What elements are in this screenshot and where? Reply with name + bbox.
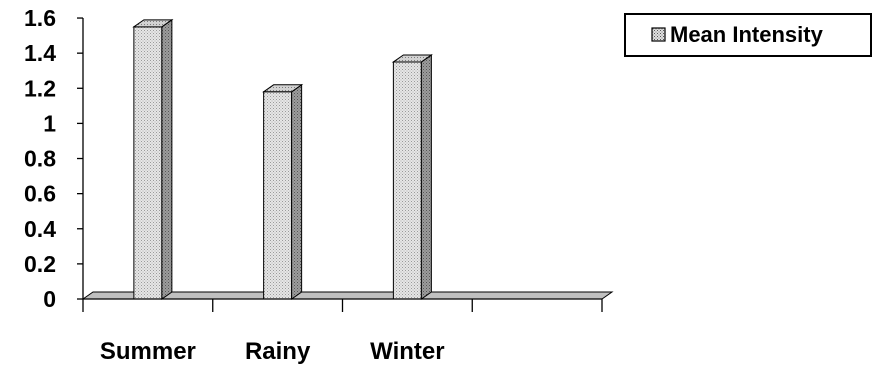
y-tick-label: 0 bbox=[43, 286, 56, 312]
bar-front bbox=[392, 61, 422, 300]
y-tick-label: 0.8 bbox=[24, 146, 56, 172]
y-tick-label: 0.2 bbox=[24, 251, 56, 277]
y-axis: 0 0.2 0.4 0.6 0.8 1 1.2 1.4 1.6 bbox=[24, 5, 84, 312]
legend-label: Mean Intensity bbox=[670, 22, 824, 47]
x-axis: Summer Rainy Winter bbox=[82, 298, 603, 365]
bar-top bbox=[132, 19, 174, 28]
bar-front bbox=[133, 26, 163, 300]
bar-front bbox=[263, 91, 293, 300]
y-tick-label: 1 bbox=[43, 110, 56, 136]
x-category-label: Summer bbox=[100, 338, 196, 365]
y-tick-label: 1.4 bbox=[24, 40, 56, 66]
bar-side bbox=[291, 83, 303, 300]
y-tick-label: 1.6 bbox=[24, 5, 56, 31]
y-tick-label: 1.2 bbox=[24, 75, 56, 101]
bar-top bbox=[262, 84, 304, 93]
y-tick-label: 0.6 bbox=[24, 181, 56, 207]
x-category-label: Winter bbox=[370, 338, 444, 365]
bar bbox=[391, 53, 433, 300]
legend-swatch bbox=[651, 27, 666, 42]
bar-side bbox=[420, 53, 432, 300]
legend-box bbox=[624, 13, 872, 57]
legend: Mean Intensity bbox=[624, 13, 872, 57]
bar bbox=[262, 83, 304, 300]
bar-top bbox=[391, 54, 433, 63]
bar bbox=[132, 18, 174, 300]
bars bbox=[132, 18, 433, 300]
bar-side bbox=[161, 18, 173, 300]
y-tick-label: 0.4 bbox=[24, 216, 56, 242]
x-category-label: Rainy bbox=[245, 338, 311, 365]
